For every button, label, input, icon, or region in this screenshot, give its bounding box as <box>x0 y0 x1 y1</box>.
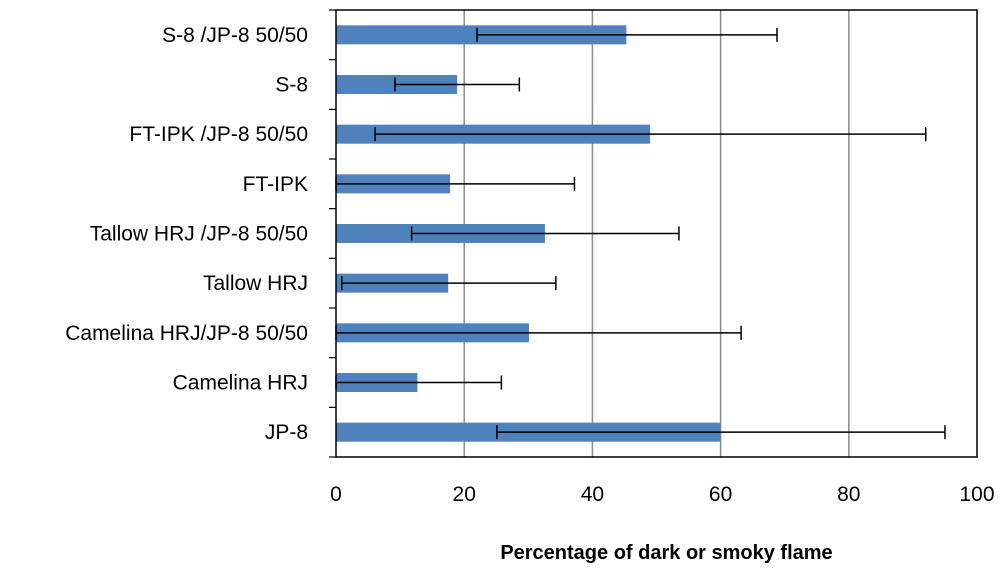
category-labels: S-8 /JP-8 50/50 S-8 FT-IPK /JP-8 50/50 FT-I… <box>65 24 308 444</box>
x-tick-label: 20 <box>453 483 476 506</box>
category-label: JP-8 <box>265 421 308 444</box>
category-label: FT-IPK <box>243 173 308 196</box>
x-tick-labels: 0 20 40 60 80 100 <box>330 483 994 506</box>
x-tick-label: 60 <box>709 483 732 506</box>
category-label: Camelina HRJ/JP-8 50/50 <box>65 322 308 345</box>
category-label: S-8 /JP-8 50/50 <box>162 24 308 47</box>
x-tick-label: 100 <box>959 483 994 506</box>
category-label: FT-IPK /JP-8 50/50 <box>129 123 308 146</box>
plot-area-border <box>335 9 978 458</box>
category-label: S-8 <box>275 74 308 97</box>
x-tick-label: 0 <box>330 483 342 506</box>
x-tick-label: 40 <box>581 483 604 506</box>
category-label: Tallow HRJ <box>203 272 308 295</box>
category-label: Tallow HRJ /JP-8 50/50 <box>90 223 308 246</box>
category-label: Camelina HRJ <box>173 372 308 395</box>
x-axis-title: Percentage of dark or smoky flame <box>500 542 832 564</box>
y-axis-ticks <box>329 9 336 458</box>
x-tick-label: 80 <box>837 483 860 506</box>
